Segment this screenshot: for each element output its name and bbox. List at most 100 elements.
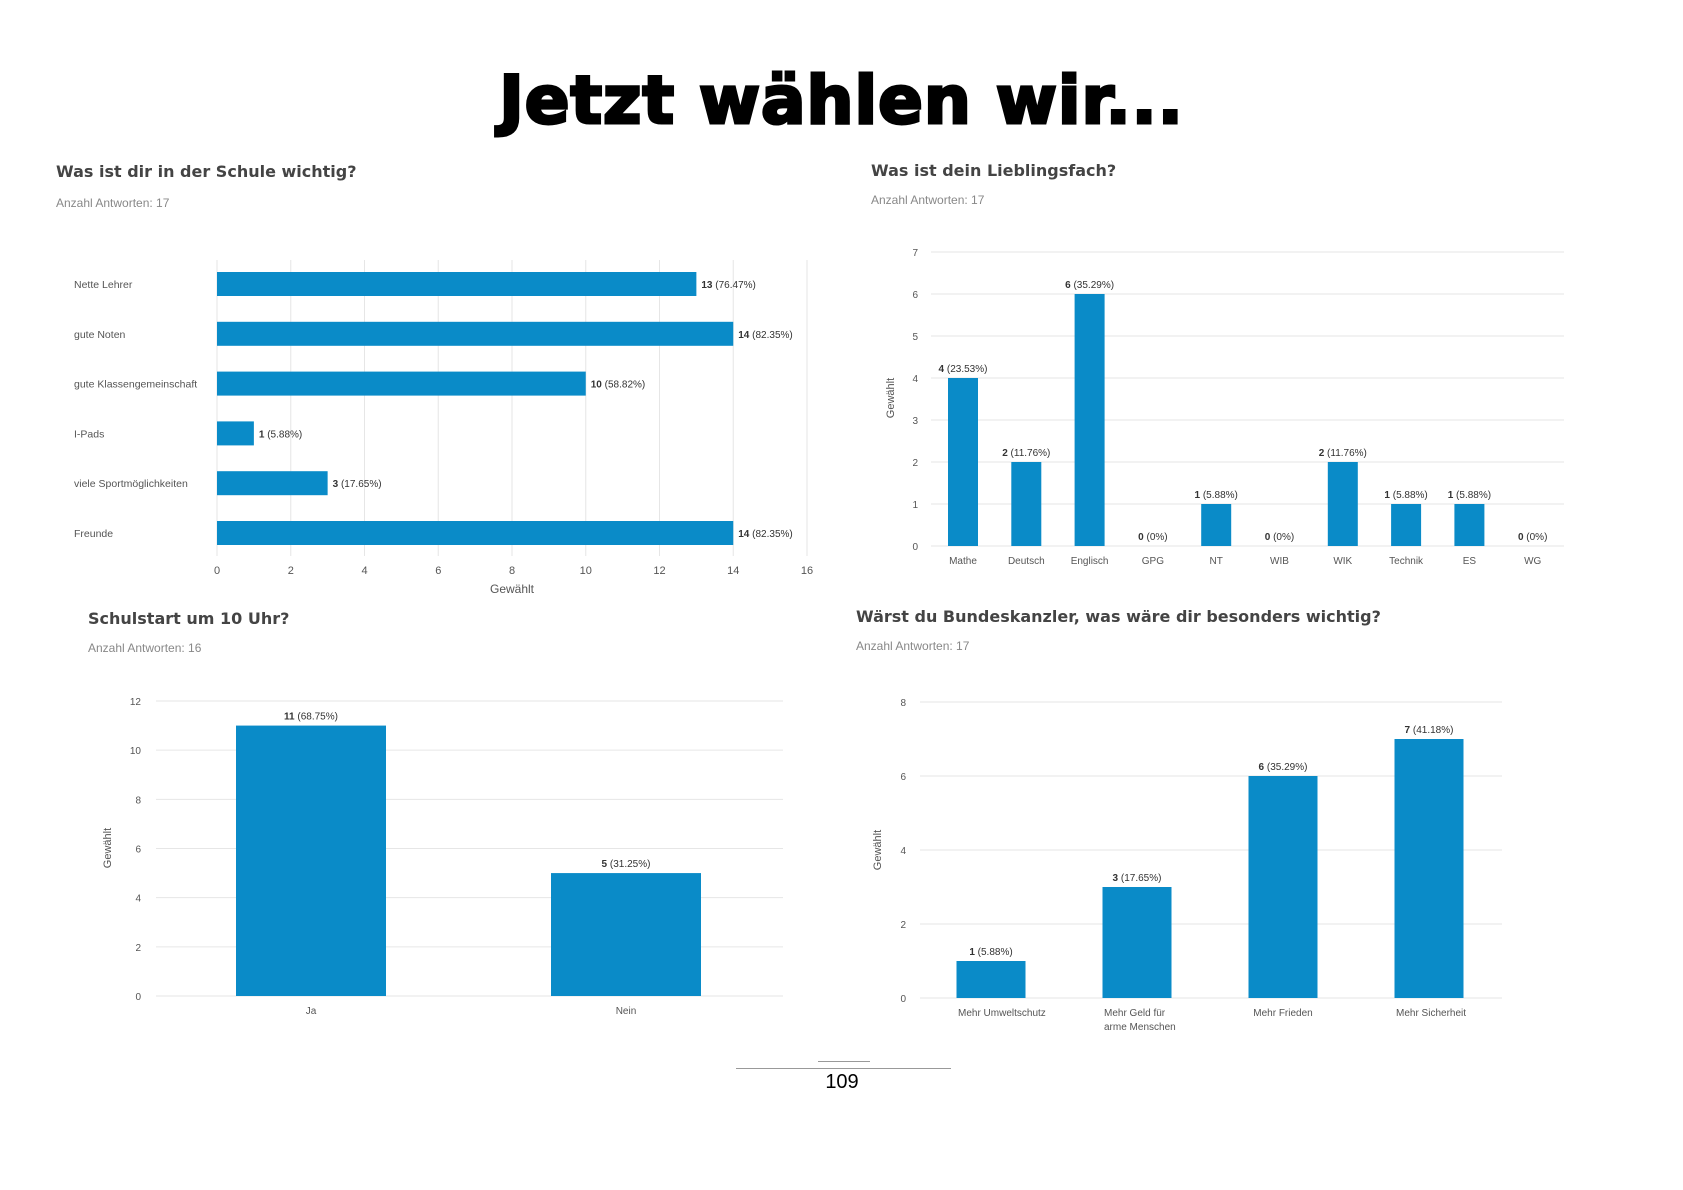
bar <box>1201 504 1232 546</box>
y-tick-label: 12 <box>130 697 142 708</box>
y-tick-label: 7 <box>912 248 918 259</box>
footer-short-rule <box>818 1061 870 1062</box>
bar <box>1074 294 1105 546</box>
data-label: 6 (35.29%) <box>1259 762 1308 773</box>
bar <box>217 471 328 496</box>
y-tick-label: 8 <box>900 698 906 709</box>
bar <box>217 521 734 545</box>
x-tick-label: 12 <box>653 565 665 577</box>
data-label: 2 (11.76%) <box>1319 448 1367 459</box>
y-tick-label: 5 <box>912 332 918 343</box>
bar <box>1327 462 1358 546</box>
page-number: 109 <box>825 1071 859 1093</box>
x-tick-label: 14 <box>727 565 739 577</box>
y-tick-label: 0 <box>912 542 918 553</box>
bar <box>948 378 978 546</box>
y-tick-label: 4 <box>900 846 906 857</box>
data-label: 1 (5.88%) <box>1448 490 1491 501</box>
chart-2-title: Was ist dein Lieblingsfach? <box>871 161 1117 180</box>
category-label: WIB <box>1270 556 1289 567</box>
category-label: Mehr Frieden <box>1253 1008 1312 1019</box>
category-label: GPG <box>1142 556 1164 567</box>
y-tick-label: 3 <box>912 416 918 427</box>
data-label: 10 (58.82%) <box>591 380 645 391</box>
category-label: gute Noten <box>74 329 126 341</box>
y-axis-label: Gewählt <box>102 828 114 868</box>
category-label: Englisch <box>1071 556 1109 567</box>
category-label: Deutsch <box>1008 556 1045 567</box>
x-tick-label: 0 <box>214 565 220 577</box>
chart-1-title: Was ist dir in der Schule wichtig? <box>56 162 357 181</box>
data-label: 1 (5.88%) <box>1195 490 1238 501</box>
data-label: 6 (35.29%) <box>1065 280 1114 291</box>
data-label: 14 (82.35%) <box>738 529 792 540</box>
category-label: Mehr Sicherheit <box>1396 1008 1466 1019</box>
data-label: 3 (17.65%) <box>333 479 382 490</box>
data-label: 7 (41.18%) <box>1405 725 1454 736</box>
bar <box>1391 504 1422 546</box>
category-label: I-Pads <box>74 428 104 440</box>
chart-3-subtitle: Anzahl Antworten: 16 <box>88 641 202 655</box>
data-label: 1 (5.88%) <box>969 947 1012 958</box>
data-label: 2 (11.76%) <box>1002 448 1050 459</box>
data-label: 0 (0%) <box>1518 532 1547 543</box>
category-label: viele Sportmöglichkeiten <box>74 478 188 490</box>
category-label: Mathe <box>949 556 977 567</box>
y-tick-label: 6 <box>912 290 918 301</box>
chart-4-subtitle: Anzahl Antworten: 17 <box>856 639 970 653</box>
x-tick-label: 6 <box>435 565 441 577</box>
y-tick-label: 4 <box>135 894 141 905</box>
category-label: gute Klassengemeinschaft <box>74 379 197 391</box>
y-tick-label: 10 <box>130 746 142 757</box>
category-label: Mehr Umweltschutz <box>958 1008 1046 1019</box>
data-label: 5 (31.25%) <box>602 859 651 870</box>
y-tick-label: 8 <box>135 795 141 806</box>
x-tick-label: 4 <box>361 565 367 577</box>
bar <box>1102 887 1172 998</box>
chart-3-title: Schulstart um 10 Uhr? <box>88 609 290 628</box>
y-tick-label: 0 <box>900 994 906 1005</box>
chart-2-subtitle: Anzahl Antworten: 17 <box>871 193 985 207</box>
x-tick-label: 2 <box>288 565 294 577</box>
bar <box>217 371 586 396</box>
category-label: Mehr Geld für arme Menschen <box>1104 1008 1176 1033</box>
y-axis-label: Gewählt <box>885 378 897 418</box>
category-label: ES <box>1463 556 1477 567</box>
category-label: NT <box>1210 556 1223 567</box>
y-tick-label: 1 <box>912 500 918 511</box>
chart-1-subtitle: Anzahl Antworten: 17 <box>56 196 170 210</box>
y-tick-label: 2 <box>135 943 141 954</box>
bar <box>551 873 701 996</box>
category-label: Technik <box>1389 556 1424 567</box>
y-tick-label: 4 <box>912 374 918 385</box>
x-tick-label: 10 <box>580 565 592 577</box>
data-label: 1 (5.88%) <box>259 429 302 440</box>
y-tick-label: 6 <box>135 845 141 856</box>
y-tick-label: 2 <box>912 458 918 469</box>
bar <box>217 421 254 446</box>
category-label: WG <box>1524 556 1541 567</box>
data-label: 3 (17.65%) <box>1113 873 1162 884</box>
footer-rule <box>736 1068 951 1069</box>
x-tick-label: 16 <box>801 565 813 577</box>
y-tick-label: 2 <box>900 920 906 931</box>
category-label: Nette Lehrer <box>74 279 133 291</box>
data-label: 14 (82.35%) <box>738 330 792 341</box>
category-label: Ja <box>306 1006 317 1017</box>
x-tick-label: 8 <box>509 565 515 577</box>
data-label: 0 (0%) <box>1265 532 1294 543</box>
data-label: 13 (76.47%) <box>701 280 755 291</box>
y-axis-label: Gewählt <box>872 830 884 870</box>
category-label: Nein <box>616 1006 637 1017</box>
category-label: Freunde <box>74 528 113 540</box>
y-tick-label: 6 <box>900 772 906 783</box>
bar <box>1011 462 1042 546</box>
data-label: 0 (0%) <box>1138 532 1167 543</box>
bar <box>1248 776 1318 998</box>
x-axis-label: Gewählt <box>490 582 535 596</box>
chart-4-title: Wärst du Bundeskanzler, was wäre dir bes… <box>856 607 1381 626</box>
bar <box>217 321 734 346</box>
category-label: WIK <box>1333 556 1352 567</box>
